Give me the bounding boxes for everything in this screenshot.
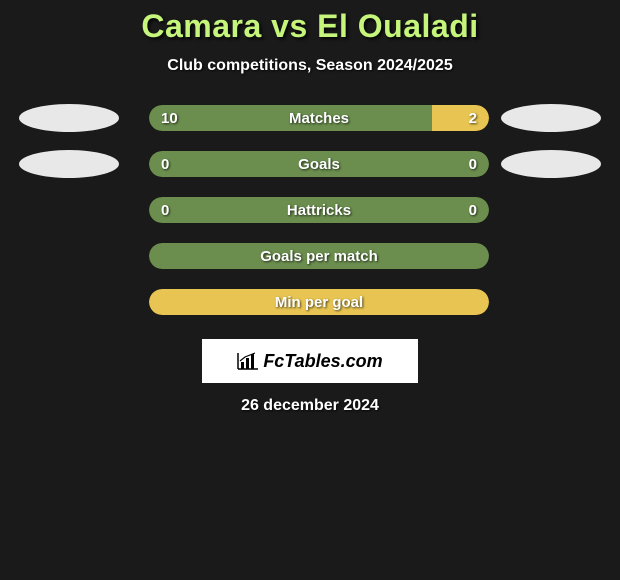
avatar-spacer xyxy=(19,288,119,316)
stat-row: Min per goal xyxy=(19,289,601,315)
stat-right-value: 0 xyxy=(469,156,477,173)
stat-bar: Min per goal xyxy=(149,289,489,315)
avatar-spacer xyxy=(19,196,119,224)
infographic-container: Camara vs El Oualadi Club competitions, … xyxy=(0,0,620,415)
stat-label: Goals xyxy=(149,156,489,173)
avatar xyxy=(501,150,601,178)
date-text: 26 december 2024 xyxy=(241,397,379,415)
avatar-spacer xyxy=(501,196,601,224)
stat-bar: 0Goals0 xyxy=(149,151,489,177)
stat-label: Matches xyxy=(149,110,489,127)
stat-label: Goals per match xyxy=(149,248,489,265)
avatar xyxy=(19,150,119,178)
stat-row: 10Matches2 xyxy=(19,105,601,131)
stat-row: 0Hattricks0 xyxy=(19,197,601,223)
avatar-spacer xyxy=(501,242,601,270)
avatar-spacer xyxy=(19,242,119,270)
bar-chart-icon xyxy=(237,352,259,370)
stat-row: 0Goals0 xyxy=(19,151,601,177)
logo-text: FcTables.com xyxy=(263,351,382,372)
stat-right-value: 0 xyxy=(469,202,477,219)
avatar xyxy=(501,104,601,132)
avatar-spacer xyxy=(501,288,601,316)
stat-label: Hattricks xyxy=(149,202,489,219)
stat-bar: 10Matches2 xyxy=(149,105,489,131)
page-title: Camara vs El Oualadi xyxy=(141,8,478,45)
stat-right-value: 2 xyxy=(469,110,477,127)
subtitle: Club competitions, Season 2024/2025 xyxy=(167,57,452,75)
stat-label: Min per goal xyxy=(149,294,489,311)
logo: FcTables.com xyxy=(237,351,382,372)
logo-box: FcTables.com xyxy=(202,339,418,383)
stat-bar: Goals per match xyxy=(149,243,489,269)
stat-row: Goals per match xyxy=(19,243,601,269)
stat-bar: 0Hattricks0 xyxy=(149,197,489,223)
avatar xyxy=(19,104,119,132)
stats-area: 10Matches20Goals00Hattricks0Goals per ma… xyxy=(19,105,601,335)
